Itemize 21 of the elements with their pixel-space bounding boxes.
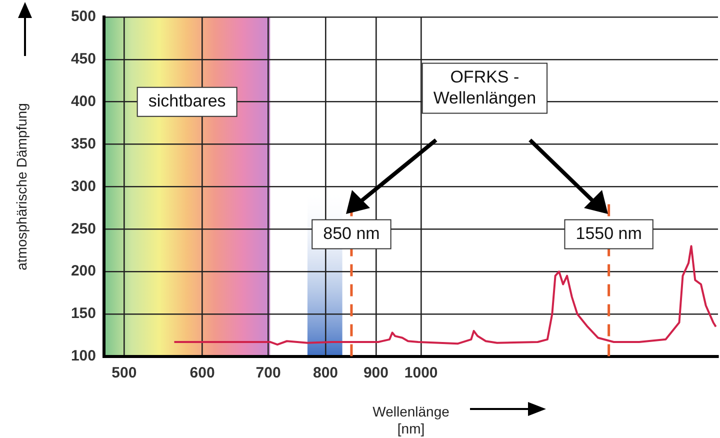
y-tick-label: 400 bbox=[70, 92, 96, 110]
x-tick-label: 1000 bbox=[404, 364, 438, 382]
ref-line-label: 1550 nm bbox=[576, 224, 642, 243]
band-label: sichtbares bbox=[148, 92, 226, 111]
x-tick-label: 800 bbox=[312, 364, 338, 382]
y-tick-label: 500 bbox=[70, 8, 96, 26]
y-tick-label: 350 bbox=[70, 135, 96, 152]
y-tick-label: 200 bbox=[70, 262, 96, 280]
y-axis-title: atmosphärische Dämpfung bbox=[13, 103, 30, 270]
x-tick-label: 900 bbox=[363, 364, 388, 382]
y-tick-label: 100 bbox=[70, 348, 96, 365]
x-tick-label: 700 bbox=[256, 364, 281, 382]
y-tick-label: 300 bbox=[70, 178, 96, 195]
x-tick-label: 500 bbox=[112, 364, 137, 382]
x-tick-label: 600 bbox=[190, 364, 215, 382]
y-tick-label: 150 bbox=[70, 305, 96, 322]
x-axis-title: Wellenlänge [nm] bbox=[372, 404, 450, 436]
annotation: OFRKS - Wellenlängen bbox=[433, 67, 536, 108]
ref-line-label: 850 nm bbox=[323, 224, 380, 243]
y-tick-label: 450 bbox=[70, 50, 96, 68]
y-tick-label: 250 bbox=[70, 220, 96, 238]
